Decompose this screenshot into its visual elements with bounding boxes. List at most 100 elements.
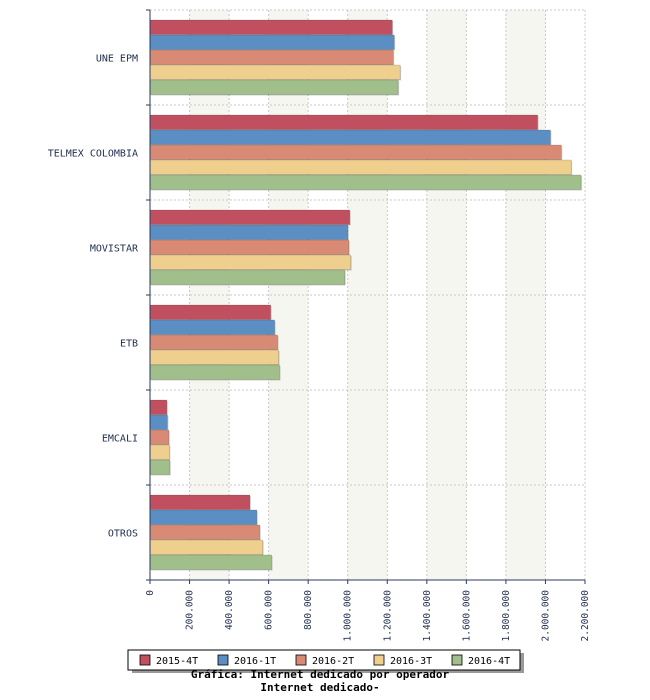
bar-6-4 xyxy=(149,539,263,555)
bar xyxy=(149,49,395,66)
bar xyxy=(149,34,396,51)
bar-2-4 xyxy=(149,159,572,175)
bar-4-4 xyxy=(149,349,279,365)
bar-3-2 xyxy=(149,224,348,240)
bar-6-1 xyxy=(149,494,251,510)
x-tick-label: 1.200.000 xyxy=(382,590,393,642)
bar-4-5 xyxy=(149,364,280,380)
category-label: MOVISTAR xyxy=(90,244,139,255)
bar-5-5 xyxy=(149,459,171,475)
legend-item: 2016-4T xyxy=(451,654,510,667)
bar-5-2 xyxy=(149,414,168,430)
category-label: TELMEX COLOMBIA xyxy=(48,149,138,160)
bar xyxy=(149,554,273,571)
bar-5-4 xyxy=(149,444,170,460)
legend-label: 2016-2T xyxy=(312,656,354,667)
bar xyxy=(149,349,280,366)
category-labels: UNE EPM TELMEX COLOMBIA MOVISTAR ETB EMCALI O… xyxy=(48,54,139,540)
bar xyxy=(149,129,552,146)
bar-2-1 xyxy=(149,114,538,130)
bar-4-2 xyxy=(149,319,275,335)
bar xyxy=(149,159,573,176)
bar-6-3 xyxy=(149,524,260,540)
bar xyxy=(149,254,352,271)
bar-2-2 xyxy=(149,129,551,145)
bar xyxy=(149,224,349,241)
caption-line-2: Internet dedicado- xyxy=(260,681,379,694)
caption: Gráfica: Internet dedicado por operador … xyxy=(191,668,450,694)
bar xyxy=(149,444,171,461)
x-tick-label: 1.000.000 xyxy=(343,590,354,642)
category-label: EMCALI xyxy=(102,434,138,445)
category-label: OTROS xyxy=(108,529,138,540)
legend: 2015-4T 2016-1T 2016-2T 2016-3T 2016-4T xyxy=(127,649,524,673)
legend-label: 2016-3T xyxy=(390,656,432,667)
bar xyxy=(149,319,276,336)
bar xyxy=(149,509,258,526)
bar xyxy=(149,269,346,286)
bar xyxy=(149,239,350,256)
legend-item: 2016-1T xyxy=(217,654,276,667)
x-tick-label: 200.000 xyxy=(185,590,196,630)
bar xyxy=(149,64,402,81)
bar xyxy=(149,364,281,381)
x-tick-label: 600.000 xyxy=(264,590,275,630)
bars xyxy=(149,19,583,571)
bar-1-5 xyxy=(149,79,399,95)
legend-swatch xyxy=(451,654,463,666)
x-tick-label: 0 xyxy=(145,590,156,596)
legend-label: 2015-4T xyxy=(156,656,198,667)
x-tick-label: 1.800.000 xyxy=(501,590,512,642)
bar xyxy=(149,539,264,556)
legend-item: 2016-3T xyxy=(373,654,432,667)
bar-6-5 xyxy=(149,554,272,570)
bar-3-1 xyxy=(149,209,350,225)
legend-swatch xyxy=(295,654,307,666)
caption-line-1: Gráfica: Internet dedicado por operador xyxy=(191,668,450,681)
bar-3-5 xyxy=(149,269,346,285)
legend-item: 2015-4T xyxy=(139,654,198,667)
axes xyxy=(146,9,586,584)
bar-2-3 xyxy=(149,144,562,160)
bar xyxy=(149,209,351,226)
bar xyxy=(149,494,251,511)
bar-5-3 xyxy=(149,429,170,445)
bar xyxy=(149,114,539,131)
bar-2-5 xyxy=(149,174,582,190)
x-tick-label: 2.000.000 xyxy=(540,590,551,642)
x-tick-label: 400.000 xyxy=(224,590,235,630)
bar xyxy=(149,19,394,36)
bar-3-4 xyxy=(149,254,351,270)
bar-3-3 xyxy=(149,239,349,255)
bar xyxy=(149,334,279,351)
bar xyxy=(149,144,563,161)
legend-item: 2016-2T xyxy=(295,654,354,667)
x-tick-label: 2.200.000 xyxy=(580,590,591,642)
legend-label: 2016-4T xyxy=(468,656,510,667)
bar xyxy=(149,414,169,431)
bar xyxy=(149,429,170,446)
bar xyxy=(149,174,583,191)
x-tick-label: 800.000 xyxy=(303,590,314,630)
bar xyxy=(149,79,400,96)
bar xyxy=(149,459,171,476)
bar-1-4 xyxy=(149,64,401,80)
bar-5-1 xyxy=(149,399,168,415)
bar-1-3 xyxy=(149,49,394,65)
category-label: UNE EPM xyxy=(96,54,138,65)
x-tick-label: 1.600.000 xyxy=(461,590,472,642)
bar-4-3 xyxy=(149,334,278,350)
legend-swatch xyxy=(217,654,229,666)
legend-swatch xyxy=(139,654,151,666)
x-tick-label: 1.400.000 xyxy=(422,590,433,642)
bar xyxy=(149,524,261,541)
legend-label: 2016-1T xyxy=(234,656,276,667)
bar-6-2 xyxy=(149,509,258,525)
bar xyxy=(149,399,168,416)
legend-swatch xyxy=(373,654,385,666)
x-tick-labels: 0 200.000 400.000 600.000 800.000 1.000.000 1.… xyxy=(145,590,591,642)
bar-4-1 xyxy=(149,304,271,320)
bar-1-1 xyxy=(149,19,393,35)
bar-1-2 xyxy=(149,34,395,50)
